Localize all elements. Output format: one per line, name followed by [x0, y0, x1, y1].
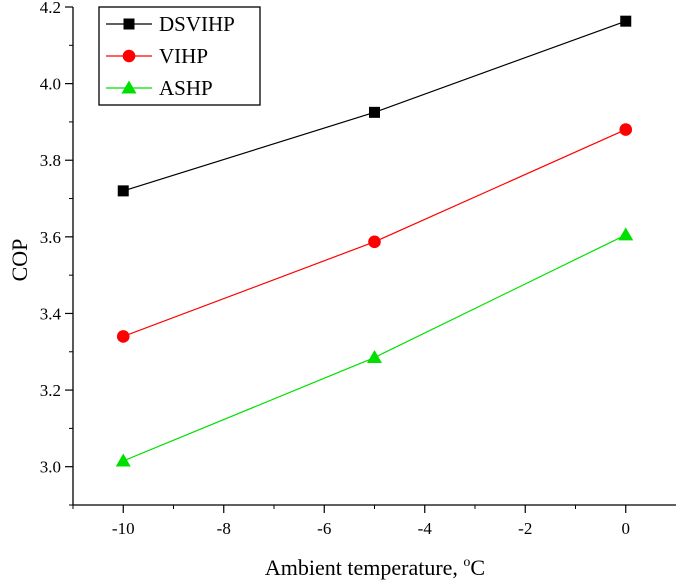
- data-point-ashp: [367, 350, 382, 364]
- legend-item-vihp: VIHP: [106, 44, 208, 68]
- x-axis-title-text: Ambient temperature,: [265, 555, 464, 580]
- data-point-ashp: [115, 453, 131, 467]
- x-axis-title-unit: C: [470, 555, 485, 580]
- x-tick-label: -4: [418, 519, 433, 538]
- legend-label: DSVIHP: [159, 12, 235, 36]
- legend-marker: [123, 18, 135, 30]
- y-tick-label: 3.2: [40, 381, 61, 400]
- y-tick-label: 3.0: [40, 458, 61, 477]
- data-point-dsvihp: [369, 106, 380, 118]
- series-line-ashp: [123, 234, 627, 462]
- y-tick-label: 4.0: [40, 75, 61, 94]
- legend-item-dsvihp: DSVIHP: [106, 12, 235, 36]
- y-tick-label: 3.6: [40, 228, 61, 247]
- legend-marker: [121, 80, 137, 94]
- data-point-vihp: [368, 235, 381, 249]
- x-axis-title-unit-superscript: o: [463, 555, 470, 570]
- data-point-dsvihp: [117, 185, 129, 197]
- series-ashp: [115, 227, 634, 467]
- data-point-vihp: [116, 330, 130, 343]
- y-axis-ticks: 3.0 3.2 3.4 3.6 3.8 4.0 4.2: [40, 0, 73, 506]
- series-line-vihp: [123, 129, 626, 338]
- y-axis-title: COP: [7, 239, 32, 282]
- legend: DSVIHP VIHP ASHP: [98, 6, 261, 106]
- legend-item-ashp: ASHP: [106, 76, 213, 100]
- x-tick-label: -6: [317, 519, 331, 538]
- y-tick-label: 3.4: [40, 304, 62, 323]
- y-tick-label: 3.8: [40, 151, 61, 170]
- x-tick-label: -8: [217, 519, 231, 538]
- x-tick-label: -10: [112, 519, 135, 538]
- data-point-vihp: [619, 123, 633, 136]
- series-vihp: [116, 123, 633, 343]
- series-dsvihp: [117, 15, 632, 197]
- series-layer: [115, 15, 634, 467]
- legend-marker: [122, 49, 136, 63]
- x-axis-title: Ambient temperature, oC: [265, 555, 485, 580]
- y-tick-label: 4.2: [40, 0, 61, 17]
- x-tick-label: -2: [518, 519, 532, 538]
- x-axis-ticks: -10 -8 -6 -4 -2 0: [72, 505, 631, 538]
- x-tick-label: 0: [622, 519, 631, 538]
- legend-label: VIHP: [159, 44, 208, 68]
- legend-label: ASHP: [159, 76, 213, 100]
- data-point-dsvihp: [620, 15, 632, 27]
- data-point-ashp: [618, 227, 634, 241]
